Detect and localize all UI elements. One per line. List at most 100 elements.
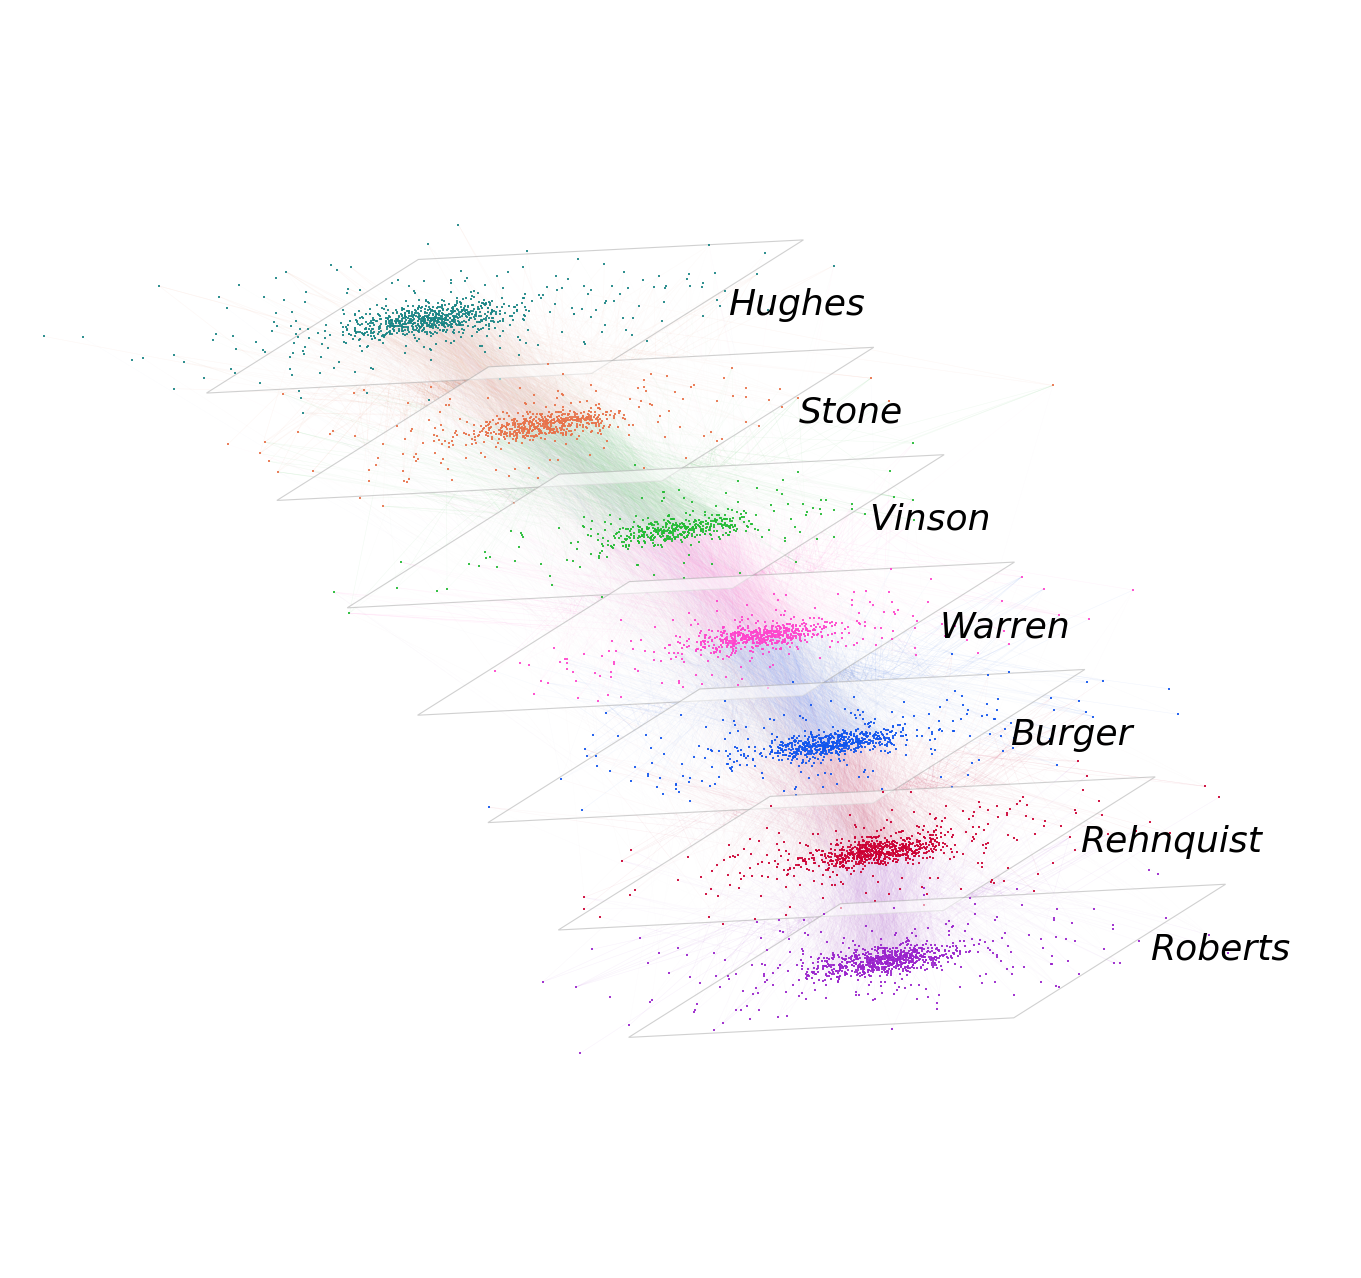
Point	[938, 920, 960, 941]
Point	[464, 281, 486, 302]
Point	[563, 401, 585, 422]
Point	[385, 299, 407, 320]
Point	[739, 651, 761, 671]
Point	[822, 735, 844, 755]
Point	[890, 827, 912, 847]
Point	[851, 851, 872, 872]
Point	[385, 578, 407, 598]
Point	[391, 320, 412, 340]
Point	[712, 1013, 734, 1034]
Point	[630, 391, 652, 412]
Point	[675, 521, 697, 542]
Point	[847, 728, 868, 749]
Point	[851, 957, 872, 978]
Point	[859, 841, 881, 861]
Point	[706, 601, 728, 621]
Point	[883, 950, 905, 970]
Point	[781, 737, 803, 758]
Point	[577, 525, 599, 546]
Point	[732, 617, 754, 638]
Point	[928, 984, 950, 1005]
Point	[706, 626, 728, 647]
Point	[818, 956, 840, 976]
Point	[762, 654, 784, 675]
Point	[401, 320, 423, 340]
Point	[776, 745, 798, 766]
Point	[422, 316, 444, 336]
Point	[759, 627, 781, 648]
Point	[431, 314, 453, 335]
Point	[738, 728, 759, 749]
Point	[551, 410, 573, 431]
Point	[735, 633, 757, 653]
Point	[592, 541, 614, 561]
Point	[845, 842, 867, 863]
Point	[857, 832, 879, 852]
Point	[863, 843, 885, 864]
Point	[863, 735, 885, 755]
Point	[621, 524, 642, 544]
Point	[845, 633, 867, 653]
Point	[847, 947, 868, 967]
Point	[700, 776, 721, 796]
Point	[724, 624, 746, 644]
Point	[832, 845, 853, 865]
Point	[848, 854, 870, 874]
Point	[378, 314, 400, 335]
Point	[569, 392, 591, 413]
Point	[634, 523, 656, 543]
Point	[1041, 720, 1063, 740]
Point	[536, 277, 558, 298]
Point	[823, 840, 845, 860]
Point	[802, 497, 823, 518]
Point	[833, 849, 855, 869]
Point	[416, 316, 438, 336]
Point	[421, 350, 442, 371]
Point	[502, 423, 524, 443]
Point	[829, 840, 851, 860]
Point	[419, 317, 441, 337]
Point	[433, 313, 455, 334]
Point	[817, 859, 838, 879]
Point	[773, 631, 795, 652]
Point	[520, 429, 542, 450]
Point	[294, 336, 316, 357]
Point	[879, 461, 901, 482]
Point	[833, 730, 855, 750]
Point	[744, 621, 766, 642]
Point	[493, 409, 514, 429]
Point	[578, 405, 600, 426]
Point	[777, 734, 799, 754]
Point	[962, 803, 984, 823]
Point	[837, 755, 859, 776]
Point	[535, 412, 557, 432]
Point	[766, 869, 788, 889]
Point	[896, 965, 917, 985]
Point	[491, 296, 513, 317]
Point	[822, 734, 844, 754]
Point	[837, 728, 859, 749]
Point	[501, 305, 523, 326]
Point	[841, 838, 863, 859]
Point	[651, 524, 672, 544]
Point	[580, 409, 602, 429]
Point	[919, 730, 940, 750]
Point	[813, 735, 834, 755]
Point	[585, 300, 607, 321]
Point	[878, 581, 900, 602]
Point	[904, 617, 925, 638]
Point	[595, 293, 617, 313]
Point	[815, 734, 837, 754]
Point	[879, 835, 901, 855]
Point	[657, 520, 679, 541]
Point	[826, 741, 848, 762]
Point	[363, 322, 385, 343]
Point	[642, 530, 664, 551]
Point	[723, 622, 744, 643]
Point	[889, 879, 911, 900]
Point	[614, 262, 636, 282]
Point	[817, 734, 838, 754]
Point	[814, 734, 836, 754]
Point	[418, 307, 440, 327]
Point	[977, 833, 999, 854]
